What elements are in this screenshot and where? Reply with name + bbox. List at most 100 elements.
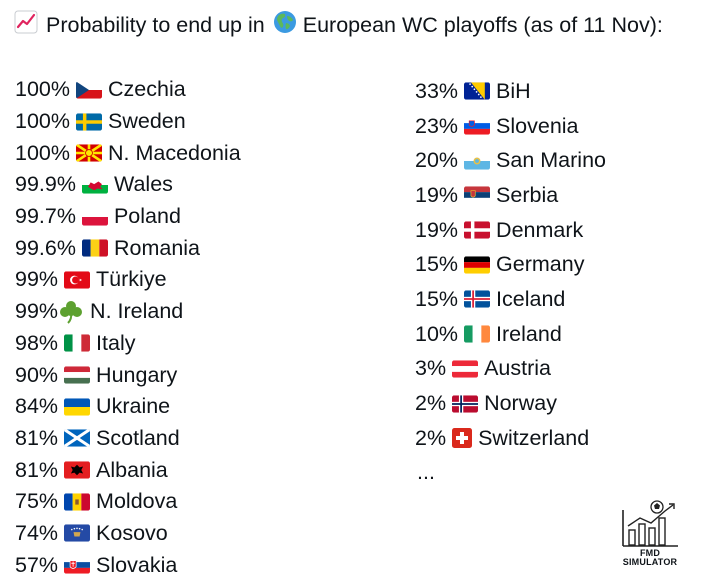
more-ellipsis: ...	[417, 460, 435, 485]
flag-sk-icon	[64, 556, 91, 574]
list-item: 2% Switzerland	[415, 421, 606, 456]
page-title: Probability to end up in European WC pla…	[14, 9, 663, 41]
country-name: Denmark	[496, 217, 584, 242]
title-text-part2: European WC playoffs (as of 11 Nov):	[302, 12, 663, 37]
country-name: Wales	[113, 172, 173, 197]
list-item: 33% BiH	[415, 74, 606, 109]
logo-text: FMD SIMULATOR	[622, 548, 678, 567]
globe-europe-africa-icon	[273, 10, 297, 40]
country-name: Germany	[496, 252, 585, 277]
probability-value: 2%	[415, 425, 447, 450]
list-item: 90% Hungary	[15, 359, 241, 391]
flag-is-icon	[464, 290, 491, 309]
probability-value: 3%	[415, 356, 447, 381]
probability-value: 90%	[15, 362, 59, 387]
flag-de-icon	[464, 256, 491, 274]
flag-md-icon	[64, 493, 91, 511]
probability-value: 99.6%	[15, 235, 76, 260]
chart-increasing-icon	[14, 10, 38, 40]
probability-value: 10%	[415, 321, 459, 346]
country-name: Ireland	[496, 321, 562, 346]
list-item: 81% Scotland	[15, 423, 241, 455]
probability-value: 99%	[15, 299, 59, 324]
list-item: 99.7% Poland	[15, 201, 241, 233]
country-name: Switzerland	[478, 425, 590, 450]
probability-value: 57%	[15, 552, 59, 577]
shamrock-icon	[58, 300, 84, 324]
list-item: 15% Iceland	[415, 282, 606, 317]
flag-ch-icon	[452, 428, 473, 449]
country-name: Czechia	[108, 77, 186, 102]
list-item: 10% Ireland	[415, 317, 606, 352]
list-item: 19% Denmark	[415, 213, 606, 248]
country-name: Serbia	[496, 182, 559, 207]
list-item: 100% N. Macedonia	[15, 137, 241, 169]
flag-ba-icon	[464, 82, 491, 101]
probability-value: 15%	[415, 286, 459, 311]
list-item: 75% Moldova	[15, 486, 241, 518]
probability-value: 100%	[15, 140, 70, 165]
country-name: N. Ireland	[90, 299, 184, 324]
flag-cz-icon	[76, 81, 102, 99]
probability-value: 15%	[415, 252, 459, 277]
probability-value: 81%	[15, 425, 59, 450]
flag-al-icon	[64, 461, 91, 479]
country-name: Norway	[484, 391, 557, 416]
country-name: Türkiye	[96, 267, 167, 292]
probability-value: 74%	[15, 520, 59, 545]
probability-value: 75%	[15, 489, 59, 514]
country-name: Italy	[96, 330, 136, 355]
probability-value: 19%	[415, 217, 459, 242]
country-name: Slovakia	[96, 552, 178, 577]
country-name: Romania	[113, 235, 201, 260]
probability-value: 100%	[15, 77, 70, 102]
flag-si-icon	[464, 117, 491, 135]
probability-value: 20%	[415, 148, 459, 173]
list-item: 99.9% Wales	[15, 169, 241, 201]
country-name: Moldova	[96, 489, 178, 514]
country-name: Scotland	[96, 425, 180, 450]
probability-value: 99.9%	[15, 172, 76, 197]
flag-no-icon	[452, 394, 479, 413]
country-name: Ukraine	[96, 394, 171, 419]
list-item: 99% Türkiye	[15, 264, 241, 296]
list-item: 81% Albania	[15, 454, 241, 486]
flag-sm-icon	[464, 152, 491, 170]
country-name: Albania	[96, 457, 168, 482]
list-item: 84% Ukraine	[15, 391, 241, 423]
list-item: 23% Slovenia	[415, 109, 606, 144]
probability-value: 84%	[15, 394, 59, 419]
list-item: 3% Austria	[415, 352, 606, 387]
country-name: Poland	[113, 204, 181, 229]
list-item: 99.6% Romania	[15, 232, 241, 264]
flag-ua-icon	[64, 398, 91, 416]
flag-ie-icon	[464, 325, 491, 343]
list-item: 100% Czechia	[15, 74, 241, 106]
list-item: 2% Norway	[415, 386, 606, 421]
probability-value: 23%	[415, 113, 459, 138]
flag-hu-icon	[64, 366, 91, 384]
left-country-list: 100% Czechia 100% Sweden 100% N. Macedonia 99.…	[15, 74, 241, 581]
country-name: San Marino	[496, 148, 606, 173]
probability-value: 19%	[415, 182, 459, 207]
flag-tr-icon	[64, 271, 91, 289]
flag-rs-icon	[464, 186, 491, 205]
list-item: 20% San Marino	[415, 143, 606, 178]
flag-pl-icon	[81, 207, 108, 226]
list-item: 15% Germany	[415, 247, 606, 282]
list-item: 99% N. Ireland	[15, 296, 241, 328]
country-name: BiH	[496, 78, 531, 103]
probability-value: 98%	[15, 330, 59, 355]
country-name: Hungary	[96, 362, 178, 387]
list-item: 100% Sweden	[15, 106, 241, 138]
country-name: Iceland	[496, 286, 566, 311]
country-name: N. Macedonia	[108, 140, 241, 165]
probability-value: 100%	[15, 109, 70, 134]
list-item: 98% Italy	[15, 328, 241, 360]
list-item: 19% Serbia	[415, 178, 606, 213]
probability-value: 81%	[15, 457, 59, 482]
probability-value: 33%	[415, 78, 459, 103]
flag-se-icon	[76, 112, 102, 131]
probability-value: 99%	[15, 267, 59, 292]
